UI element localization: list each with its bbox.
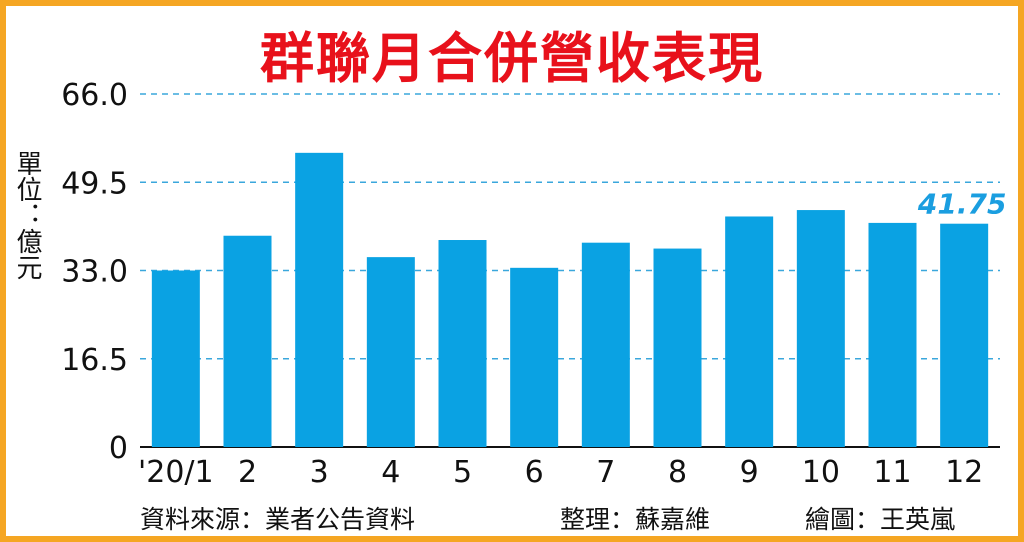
bar: [725, 216, 774, 447]
footer-illustrator: 繪圖：王英嵐: [805, 505, 956, 534]
x-tick-label: 7: [596, 455, 615, 490]
y-tick-label: 0: [109, 431, 128, 466]
highlight-value-label: 41.75: [917, 188, 1007, 221]
x-tick-label: 12: [945, 455, 983, 490]
bar: [223, 235, 272, 447]
x-tick-label: 2: [238, 455, 257, 490]
y-tick-label: 66.0: [61, 78, 128, 113]
bar: [151, 270, 200, 447]
y-tick-label: 49.5: [61, 166, 128, 201]
bars: [151, 152, 989, 448]
y-tick-label: 16.5: [61, 343, 128, 378]
bar: [366, 257, 415, 447]
bar: [438, 240, 487, 447]
bar: [295, 152, 344, 448]
footer-editor: 整理：蘇嘉維: [560, 505, 711, 534]
x-tick-label: 6: [525, 455, 544, 490]
y-tick-labels: 66.0 49.5 33.0 16.5 0: [61, 78, 128, 466]
x-tick-label: '20/1: [138, 455, 214, 490]
y-axis-unit-label: 單位：億元: [12, 150, 42, 280]
x-tick-label: 4: [381, 455, 400, 490]
x-tick-labels: '20/1 2 3 4 5 6 7 8 9 10 11 12: [138, 455, 983, 490]
chart-title: 群聯月合併營收表現: [260, 27, 764, 90]
footer-source: 資料來源：業者公告資料: [140, 505, 416, 534]
x-tick-label: 9: [740, 455, 759, 490]
bar: [510, 267, 559, 447]
x-tick-label: 8: [668, 455, 687, 490]
x-tick-label: 10: [802, 455, 840, 490]
bar: [581, 242, 630, 447]
bar: [653, 248, 702, 447]
y-tick-label: 33.0: [61, 255, 128, 290]
x-tick-label: 5: [453, 455, 472, 490]
x-tick-label: 3: [310, 455, 329, 490]
bar: [940, 223, 989, 447]
grid-lines: [140, 93, 1000, 448]
bar: [796, 210, 845, 447]
bar: [868, 222, 917, 447]
x-tick-label: 11: [873, 455, 911, 490]
